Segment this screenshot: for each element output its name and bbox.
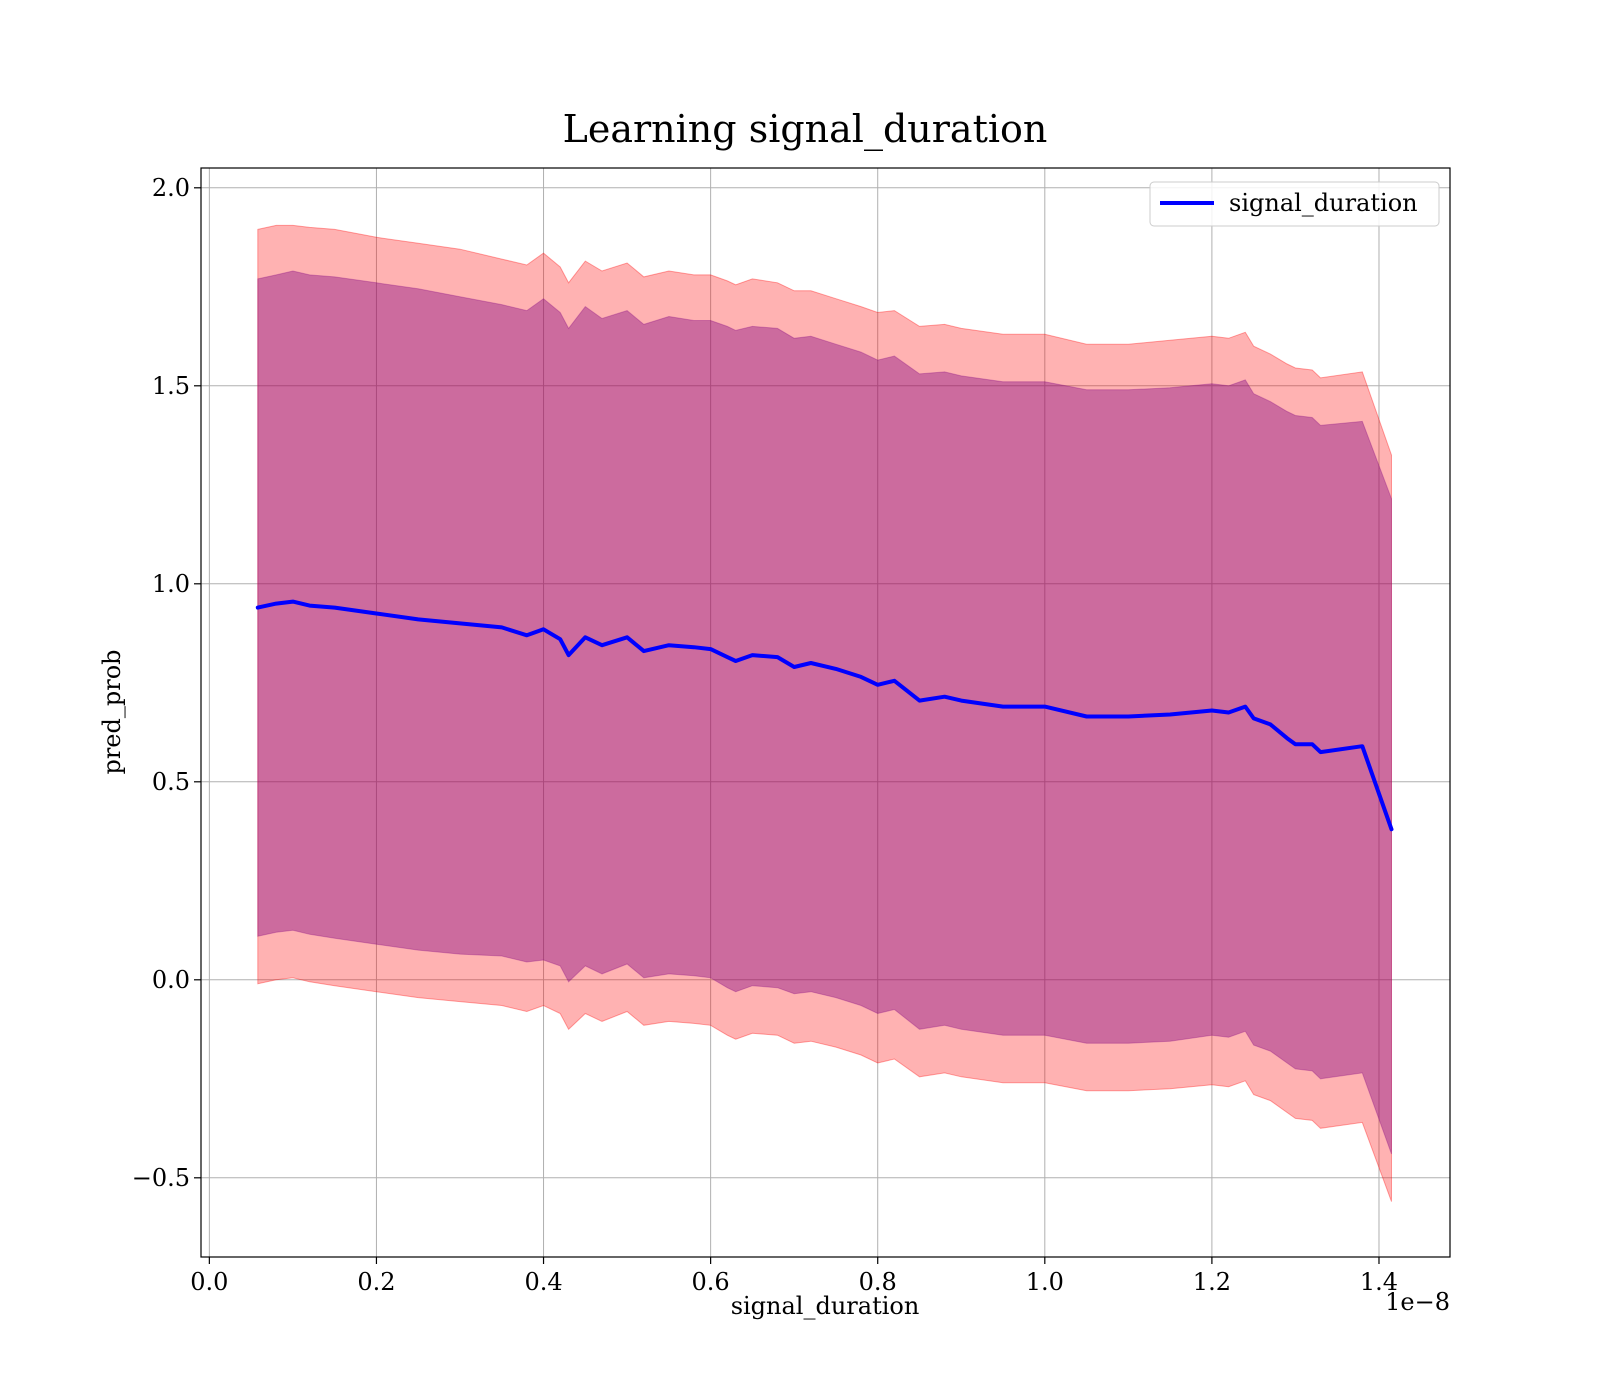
x-axis-ticks: 0.0 0.2 0.4 0.6 0.8 1.0 1.2 1.4 [190, 1257, 1398, 1296]
y-tick-label: 1.0 [152, 570, 190, 598]
chart-title: Learning signal_duration [563, 107, 1048, 152]
x-tick-label: 1.2 [1193, 1268, 1231, 1296]
y-tick-label: −0.5 [132, 1164, 190, 1192]
x-tick-label: 0.8 [859, 1268, 897, 1296]
confidence-bands [257, 224, 1392, 1202]
y-tick-label: 0.0 [152, 966, 190, 994]
plot-area [201, 168, 1450, 1257]
inner-band [257, 270, 1392, 1155]
outer-band [257, 224, 1392, 1202]
x-tick-label: 1.0 [1026, 1268, 1064, 1296]
y-axis-ticks: −0.5 0.0 0.5 1.0 1.5 2.0 [132, 174, 201, 1192]
legend-box [1149, 181, 1440, 227]
x-tick-label: 1.4 [1360, 1268, 1398, 1296]
y-tick-label: 1.5 [152, 372, 190, 400]
x-tick-label: 0.2 [357, 1268, 395, 1296]
y-axis-label: pred_prob [98, 649, 126, 774]
x-axis-label: signal_duration [731, 1292, 920, 1320]
series-lines [255, 599, 1394, 832]
legend-label: signal_duration [1229, 189, 1418, 217]
plot-frame [200, 167, 1451, 1258]
y-tick-label: 2.0 [152, 174, 190, 202]
x-tick-label: 0.0 [190, 1268, 228, 1296]
legend: signal_duration [1149, 181, 1440, 227]
x-axis-offset-label: 1e−8 [1385, 1288, 1450, 1316]
y-tick-label: 0.5 [152, 768, 190, 796]
series-line [255, 599, 1394, 832]
x-tick-label: 0.4 [524, 1268, 562, 1296]
x-tick-label: 0.6 [692, 1268, 730, 1296]
